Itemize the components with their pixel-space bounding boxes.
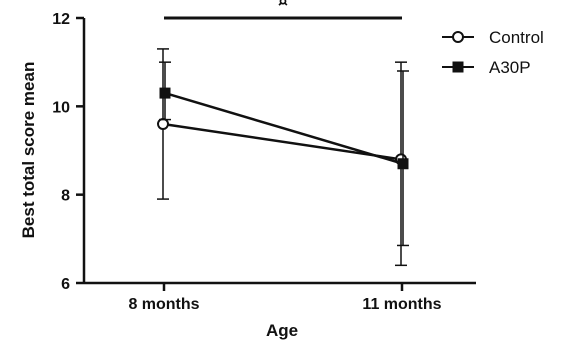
legend: Control A30P [442, 28, 544, 77]
significance-annotation: ¤ [164, 0, 402, 20]
point-a30p-0 [159, 87, 171, 99]
legend-control-marker [452, 31, 464, 43]
legend-a30p-label: A30P [489, 58, 531, 77]
legend-item-control: Control [442, 28, 544, 47]
y-tick-label-6: 6 [61, 276, 70, 293]
series-line-a30p [164, 91, 404, 165]
y-tick-label-8: 8 [61, 188, 70, 205]
y-tick-label-10: 10 [52, 99, 70, 116]
y-axis-ticks: 6 8 10 12 [52, 11, 84, 293]
legend-control-label: Control [489, 28, 544, 47]
legend-a30p-marker [452, 61, 464, 73]
series-line-control [162, 122, 402, 161]
y-tick-label-12: 12 [52, 11, 70, 28]
plot-area [157, 48, 409, 267]
series-a30p [159, 61, 409, 247]
x-tick-label-1: 11 months [362, 296, 441, 313]
series-control [157, 48, 407, 267]
y-axis-title: Best total score mean [19, 62, 38, 239]
x-axis-ticks: 8 months 11 months [128, 283, 442, 313]
x-axis-title: Age [266, 321, 298, 340]
x-tick-label-0: 8 months [128, 296, 199, 313]
significance-symbol: ¤ [278, 0, 288, 10]
point-control-0 [157, 118, 169, 130]
legend-item-a30p: A30P [442, 58, 531, 77]
point-a30p-1 [397, 158, 409, 170]
